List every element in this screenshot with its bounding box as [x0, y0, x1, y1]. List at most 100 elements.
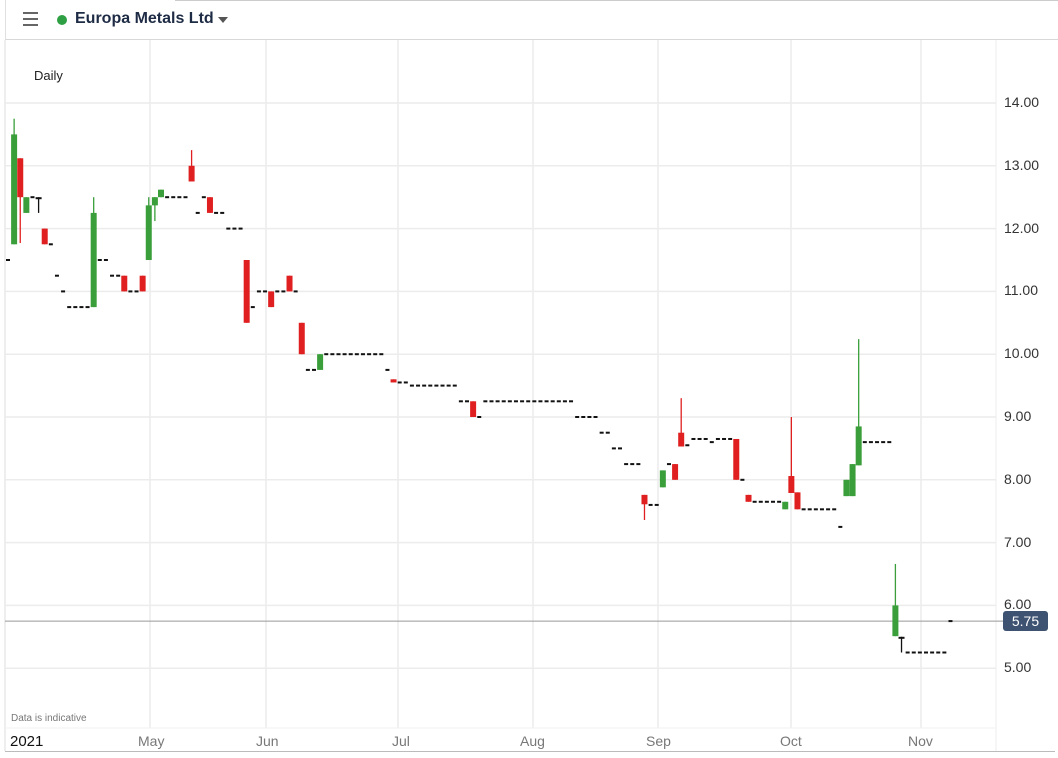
flat-candle [195, 211, 200, 214]
down-candle [286, 275, 293, 292]
flat-candle [256, 290, 261, 293]
flat-candle [336, 353, 341, 356]
flat-candle [911, 651, 916, 654]
flat-candle [177, 196, 182, 199]
x-label-jul: Jul [392, 733, 410, 749]
flat-candle [183, 196, 188, 199]
flat-candle [422, 384, 427, 387]
flat-candle [581, 416, 586, 418]
flat-candle [324, 353, 329, 356]
down-candle [121, 275, 128, 292]
flat-candle [409, 384, 414, 387]
flat-candle [881, 441, 886, 444]
up-candle [659, 470, 666, 488]
up-candle [892, 605, 899, 637]
flat-candle [305, 368, 310, 371]
flat-candle [618, 447, 622, 450]
flat-candle [483, 400, 488, 403]
flat-candle [54, 274, 59, 277]
flat-candle [220, 211, 225, 214]
flat-candle [575, 416, 580, 418]
flat-candle [330, 353, 335, 356]
up-candle [782, 501, 789, 510]
x-label-2021: 2021 [10, 733, 44, 750]
flat-candle [544, 400, 549, 403]
flat-candle [905, 651, 910, 654]
navigator-scrollbar[interactable] [5, 751, 1055, 758]
flat-candle [532, 400, 537, 403]
y-tick-label: 10.00 [1004, 345, 1040, 362]
flat-candle [116, 274, 121, 277]
x-label-may: May [138, 733, 165, 749]
flat-candle [526, 400, 531, 403]
flat-candle [758, 500, 763, 503]
flat-candle [550, 400, 555, 403]
y-tick-label: 11.00 [1004, 282, 1038, 299]
up-candle [11, 134, 18, 245]
flat-candle [465, 400, 469, 403]
hamburger-icon[interactable] [23, 12, 38, 26]
flat-candle [281, 290, 286, 293]
y-tick-label: 13.00 [1004, 156, 1040, 173]
flat-candle [868, 441, 873, 444]
up-candle [843, 479, 850, 497]
flat-candle [599, 431, 604, 434]
flat-candle [226, 227, 231, 230]
flat-candle [312, 368, 316, 371]
flat-candle [538, 400, 543, 403]
flat-candle [507, 400, 512, 403]
caret-down-icon[interactable] [218, 17, 228, 23]
flat-candle [232, 227, 237, 230]
flat-candle [513, 400, 518, 403]
flat-candle [73, 306, 78, 309]
down-candle [41, 228, 48, 245]
up-candle [317, 354, 324, 370]
flat-candle [942, 651, 947, 654]
flat-candle [728, 437, 733, 440]
flat-candle [61, 290, 66, 293]
flat-candle [477, 416, 482, 418]
flat-candle [715, 437, 720, 440]
flat-candle [214, 211, 219, 214]
flat-candle [624, 463, 629, 466]
down-candle [678, 432, 685, 447]
x-label-sep: Sep [646, 733, 671, 749]
flat-candle [556, 400, 561, 403]
flat-candle [569, 400, 574, 403]
flat-candle [360, 353, 365, 356]
flat-candle [434, 384, 439, 387]
flat-candle [403, 381, 408, 384]
flat-candle [440, 384, 445, 387]
up-candle [23, 197, 30, 213]
flat-candle [275, 290, 280, 293]
flat-candle [807, 508, 812, 511]
flat-candle [263, 290, 268, 293]
down-candle [745, 494, 752, 502]
y-tick-label: 14.00 [1004, 94, 1040, 110]
x-label-aug: Aug [520, 733, 545, 749]
flat-candle [838, 525, 843, 528]
down-candle [243, 260, 250, 323]
up-candle [898, 636, 905, 639]
instrument-name[interactable]: Europa Metals Ltd [75, 10, 214, 27]
flat-candle [685, 444, 690, 447]
down-candle [641, 494, 648, 505]
flat-candle [134, 290, 139, 293]
flat-candle [813, 508, 818, 511]
up-candle [90, 212, 97, 308]
flat-candle [48, 243, 53, 246]
up-candle [151, 197, 158, 206]
flat-candle [630, 463, 635, 466]
flat-candle [367, 353, 372, 356]
flat-candle [697, 437, 702, 440]
flat-candle [930, 651, 935, 654]
flat-candle [875, 441, 880, 444]
flat-candle [428, 384, 433, 387]
y-tick-label: 8.00 [1004, 470, 1032, 487]
flat-candle [489, 400, 494, 403]
up-candle [849, 464, 856, 497]
up-candle [158, 189, 164, 198]
market-status-dot [57, 15, 67, 25]
x-label-jun: Jun [256, 733, 279, 749]
